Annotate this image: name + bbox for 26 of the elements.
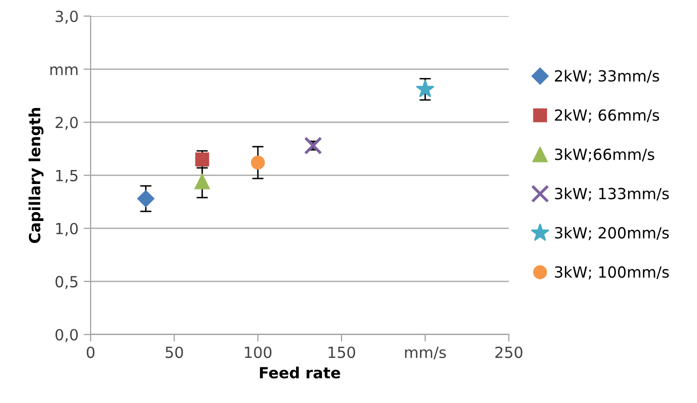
legend-label: 3kW; 133mm/s xyxy=(555,188,669,201)
x-axis-title: Feed rate xyxy=(260,366,340,378)
legend-label: 2kW; 66mm/s xyxy=(554,109,660,122)
point xyxy=(304,136,322,155)
point xyxy=(194,174,210,190)
legend-label: 2kW; 33mm/s xyxy=(554,70,660,84)
x-tick-label: 0 xyxy=(86,346,94,358)
y-tick-label: mm xyxy=(50,66,78,75)
y-axis-title: Capillary length xyxy=(28,108,44,243)
point xyxy=(416,80,434,98)
legend-label: 3kW; 200mm/s xyxy=(555,226,669,240)
point xyxy=(137,190,154,208)
legend-label: 3kW;66mm/s xyxy=(555,148,654,162)
legend-label: 3kW; 100mm/s xyxy=(555,266,669,280)
point xyxy=(250,156,265,170)
y-tick-label: 0,5 xyxy=(56,276,78,290)
y-tick-label: 0,0 xyxy=(56,328,78,342)
x-tick-label: mm/s xyxy=(405,346,446,360)
x-tick-label: 250 xyxy=(495,346,522,358)
y-tick-label: 2,0 xyxy=(56,116,78,130)
x-tick-label: 50 xyxy=(166,346,183,358)
x-tick-label: 150 xyxy=(328,346,356,358)
y-tick-label: 1,0 xyxy=(56,222,78,236)
y-tick-label: 1,5 xyxy=(56,170,78,183)
x-tick-label: 100 xyxy=(244,346,272,358)
y-tick-label: 3,0 xyxy=(56,10,78,24)
